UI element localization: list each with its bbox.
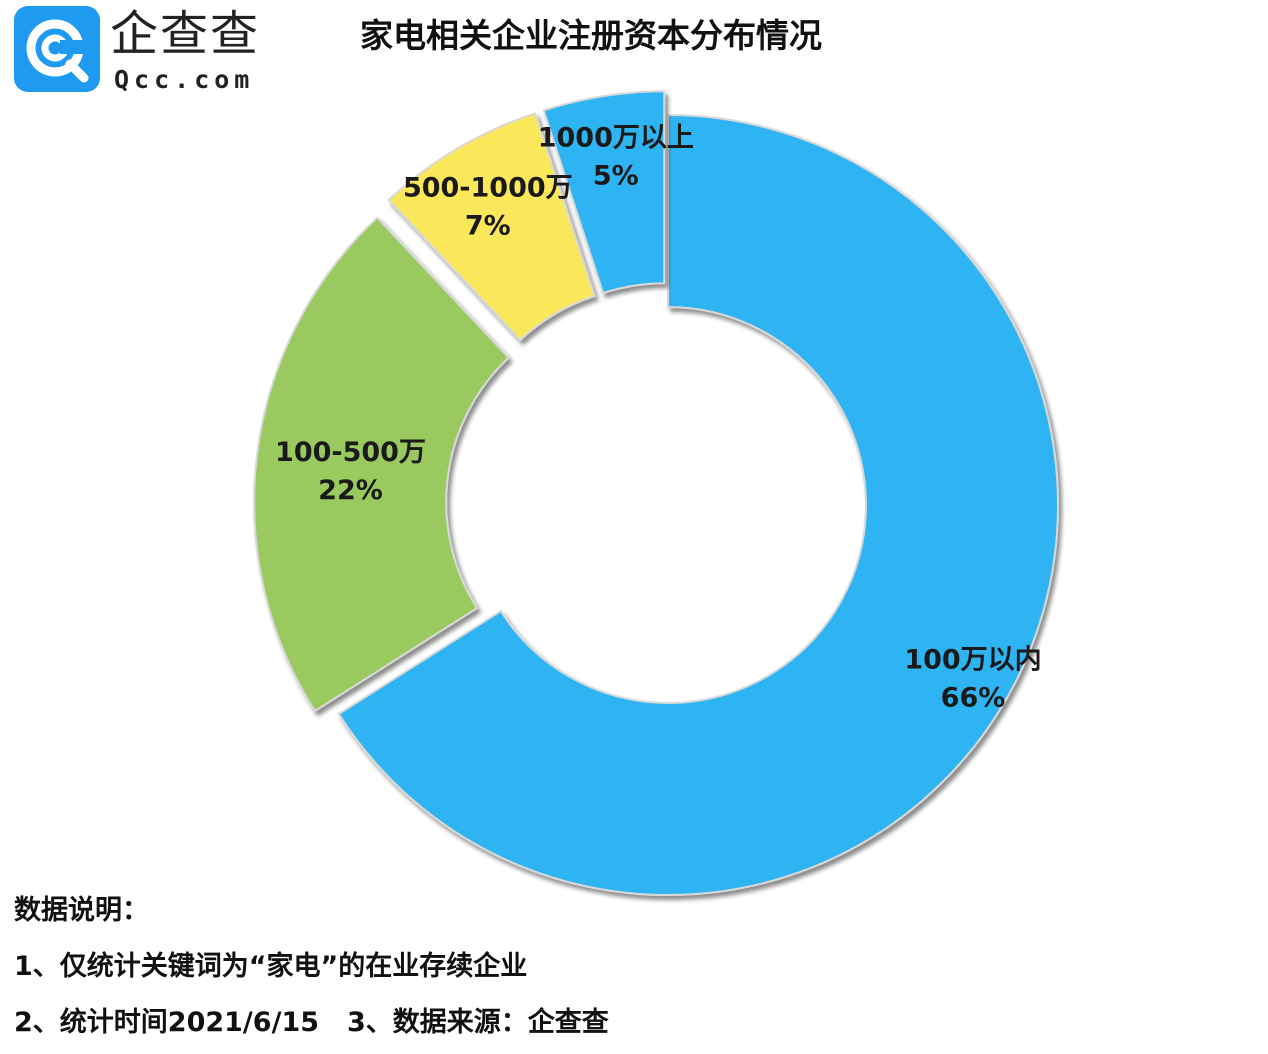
slice-label-4: 1000万以上 [538, 122, 694, 153]
note-stat-time: 2、统计时间2021/6/15 [14, 1007, 320, 1038]
qcc-logo-icon [14, 6, 100, 92]
slices-layer [253, 90, 1059, 896]
logo-name: 企查查 [110, 6, 261, 62]
note-line-2: 2、统计时间2021/6/15 3、数据来源：企查查 [14, 998, 609, 1054]
slice-percent-1: 66% [941, 683, 1006, 714]
slice-percent-2: 22% [318, 475, 383, 506]
notes-heading: 数据说明： [14, 895, 149, 926]
brand-logo: 企查查 Qcc.com [14, 6, 264, 98]
slice-label-3: 500-1000万 [403, 172, 573, 203]
slice-4 [542, 90, 666, 295]
slice-label-1: 100万以内 [904, 645, 1041, 676]
logo-domain: Qcc.com [114, 65, 255, 94]
labels-layer: 100万以内 66% 100-500万 22% 500-1000万 7% 1000万以上 5% [275, 122, 1042, 713]
slice-2 [253, 216, 511, 713]
data-notes: 数据说明： 1、仅统计关键词为“家电”的在业存续企业 2、统计时间2021/6/… [14, 886, 609, 1054]
slice-label-2: 100-500万 [275, 437, 426, 468]
note-source: 3、数据来源：企查查 [347, 1007, 609, 1038]
slice-1 [337, 113, 1059, 896]
slice-percent-3: 7% [465, 210, 511, 241]
note-line-1: 1、仅统计关键词为“家电”的在业存续企业 [14, 951, 528, 982]
chart-title: 家电相关企业注册资本分布情况 [360, 16, 822, 55]
slice-3 [387, 112, 596, 342]
slice-percent-4: 5% [593, 160, 639, 191]
